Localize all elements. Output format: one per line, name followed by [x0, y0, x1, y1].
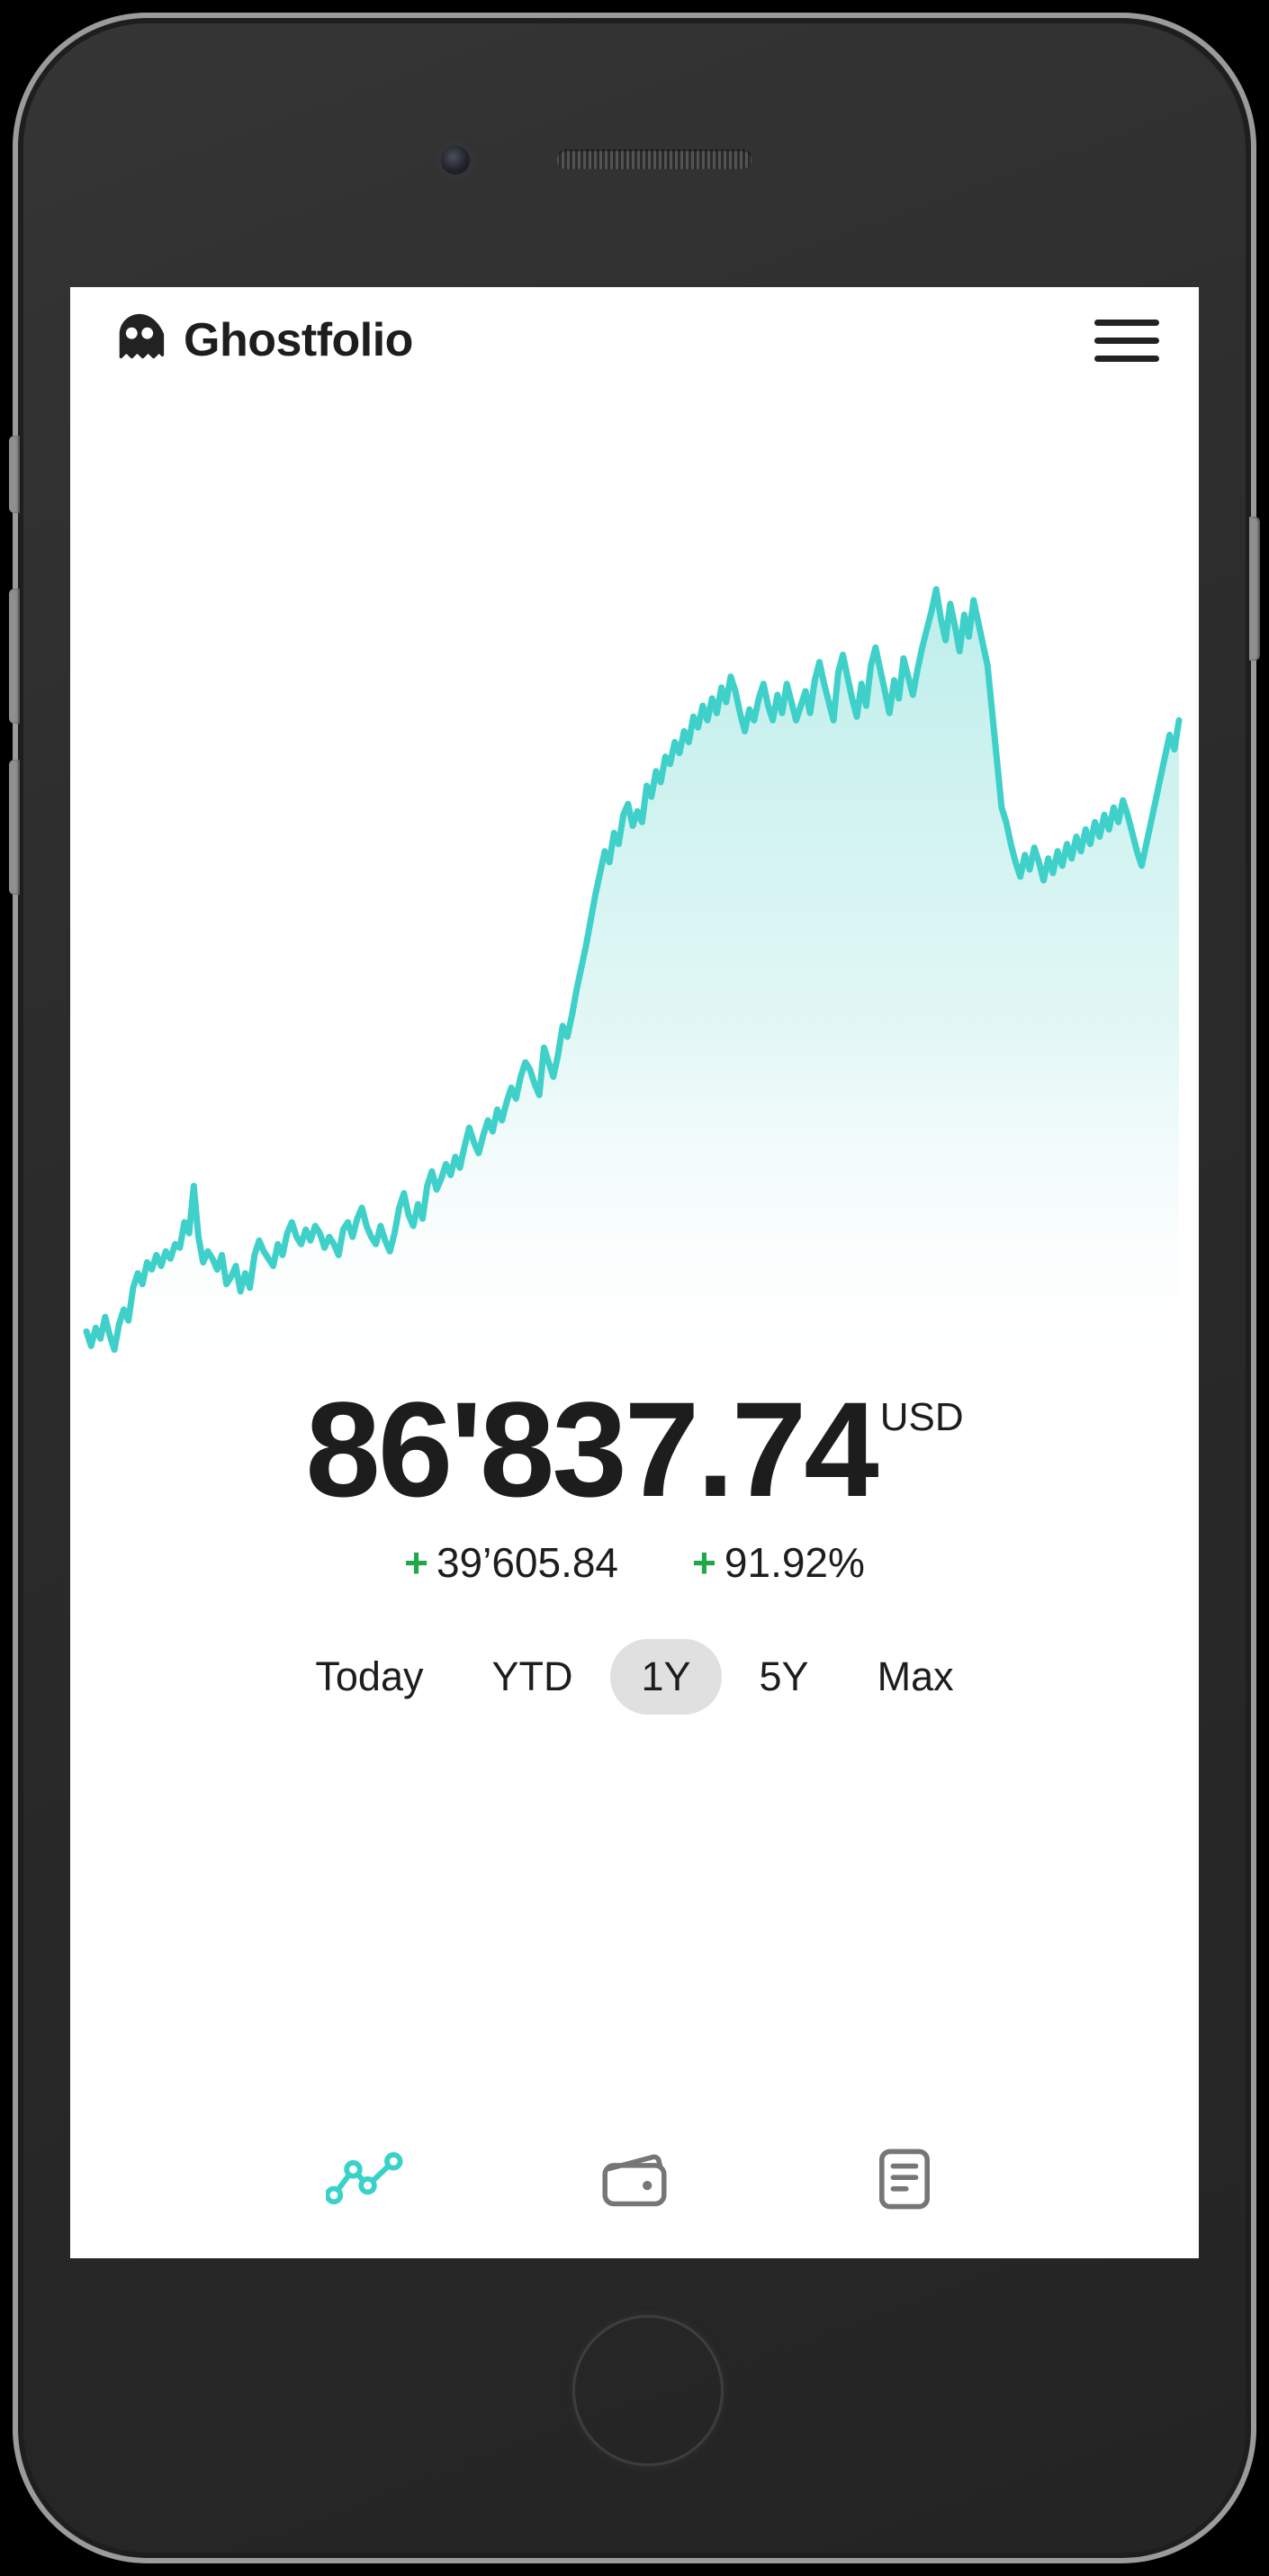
silent-switch-button[interactable]	[9, 436, 20, 513]
volume-down-button[interactable]	[9, 760, 20, 895]
camera-icon	[441, 146, 470, 175]
range-option-5y[interactable]: 5Y	[759, 1653, 809, 1699]
date-range-selector[interactable]: Today YTD 1Y 5Y Max	[70, 1639, 1199, 1715]
analytics-icon	[324, 2151, 403, 2211]
nav-item-summary[interactable]	[850, 2138, 958, 2224]
range-option-today[interactable]: Today	[315, 1653, 424, 1699]
home-button-icon[interactable]	[572, 2315, 724, 2466]
hamburger-menu-icon[interactable]	[1094, 312, 1159, 369]
power-button[interactable]	[1249, 517, 1260, 661]
percent-change-value: 91.92%	[724, 1539, 865, 1586]
range-option-1y[interactable]: 1Y	[610, 1639, 722, 1715]
portfolio-chart-section	[70, 393, 1199, 1397]
hamburger-line	[1094, 319, 1159, 326]
brand[interactable]: Ghostfolio	[112, 311, 413, 371]
range-option-ytd[interactable]: YTD	[491, 1653, 573, 1699]
portfolio-value-block: 86'837.74 USD +39’605.84 +91.92%	[70, 1381, 1199, 1587]
hamburger-line	[1094, 355, 1159, 362]
nav-item-overview[interactable]	[310, 2138, 418, 2224]
portfolio-performance-chart[interactable]	[70, 488, 1199, 1397]
bottom-navigation	[70, 2138, 1199, 2224]
phone-screen: Ghostfolio	[70, 287, 1199, 2258]
chart-line	[83, 586, 1183, 1353]
absolute-change-sign: +	[404, 1539, 428, 1586]
app-header: Ghostfolio	[70, 287, 1199, 393]
chart-area-fill	[86, 589, 1179, 1397]
range-option-max[interactable]: Max	[877, 1653, 954, 1699]
percent-change-sign: +	[692, 1539, 716, 1586]
document-icon	[876, 2147, 933, 2216]
app-title: Ghostfolio	[184, 314, 413, 366]
wallet-icon	[599, 2148, 670, 2214]
absolute-change-value: 39’605.84	[436, 1539, 619, 1586]
nav-item-portfolio[interactable]	[580, 2138, 688, 2224]
phone-frame: Ghostfolio	[9, 13, 1260, 2563]
portfolio-value-row: 86'837.74 USD	[70, 1381, 1199, 1518]
speaker-grille-icon	[556, 149, 752, 169]
percent-change: +91.92%	[692, 1538, 865, 1587]
hamburger-line	[1094, 337, 1159, 344]
portfolio-change-row: +39’605.84 +91.92%	[70, 1538, 1199, 1587]
ghost-logo-icon	[112, 311, 167, 371]
absolute-change: +39’605.84	[404, 1538, 618, 1587]
portfolio-currency: USD	[879, 1395, 964, 1439]
volume-up-button[interactable]	[9, 589, 20, 724]
portfolio-value: 86'837.74	[305, 1374, 878, 1525]
